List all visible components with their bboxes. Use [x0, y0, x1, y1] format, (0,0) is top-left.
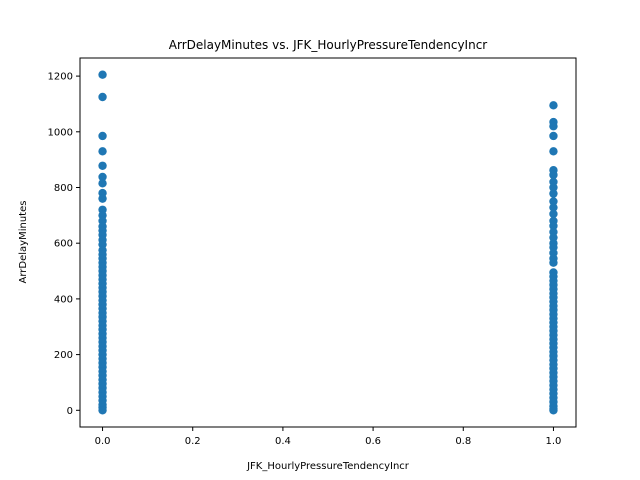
y-tick-label: 1200: [48, 72, 73, 83]
y-tick-label: 200: [54, 350, 73, 361]
scatter-point: [549, 170, 558, 180]
scatter-point: [549, 183, 558, 192]
x-tick-label: 0.2: [185, 436, 201, 447]
x-tick-label: 0.4: [275, 436, 291, 447]
scatter-point: [98, 194, 107, 203]
x-tick-label: 0.6: [365, 436, 381, 447]
scatter-point: [549, 258, 558, 267]
scatter-point: [549, 406, 558, 415]
x-tick-label: 1.0: [546, 436, 562, 447]
y-axis-ticks: 0 200 400 600 800 1000 1200: [48, 72, 80, 417]
y-tick-label: 600: [54, 239, 73, 250]
plot-frame: [79, 57, 577, 428]
scatter-point: [98, 161, 107, 170]
scatter-point: [98, 172, 107, 182]
scatter-point: [98, 70, 107, 79]
y-tick-label: 0: [67, 406, 73, 417]
scatter-point: [549, 221, 558, 231]
scatter-point: [98, 92, 107, 102]
scatter-point: [98, 131, 107, 141]
x-tick-label: 0.0: [95, 436, 111, 447]
y-tick-label: 400: [54, 294, 73, 305]
scatter-point: [549, 122, 558, 131]
y-tick-label: 1000: [48, 127, 73, 138]
scatter-point: [549, 147, 558, 156]
x-axis-label: JFK_HourlyPressureTendencyIncr: [246, 461, 410, 472]
data-points: [98, 70, 558, 415]
scatter-point: [98, 179, 107, 188]
scatter-point: [549, 203, 558, 212]
scatter-point: [98, 406, 107, 415]
chart-title: ArrDelayMinutes vs. JFK_HourlyPressureTe…: [169, 38, 488, 52]
scatter-point: [549, 189, 558, 198]
scatter-point: [549, 197, 558, 206]
scatter-point: [549, 209, 558, 219]
x-tick-label: 0.8: [455, 436, 471, 447]
scatter-point: [549, 101, 558, 110]
x-axis-ticks: 0.0 0.2 0.4 0.6 0.8 1.0: [95, 427, 562, 447]
scatter-point: [549, 131, 558, 141]
scatter-point: [98, 147, 107, 156]
y-axis-label: ArrDelayMinutes: [18, 201, 29, 284]
y-tick-label: 800: [54, 183, 73, 194]
